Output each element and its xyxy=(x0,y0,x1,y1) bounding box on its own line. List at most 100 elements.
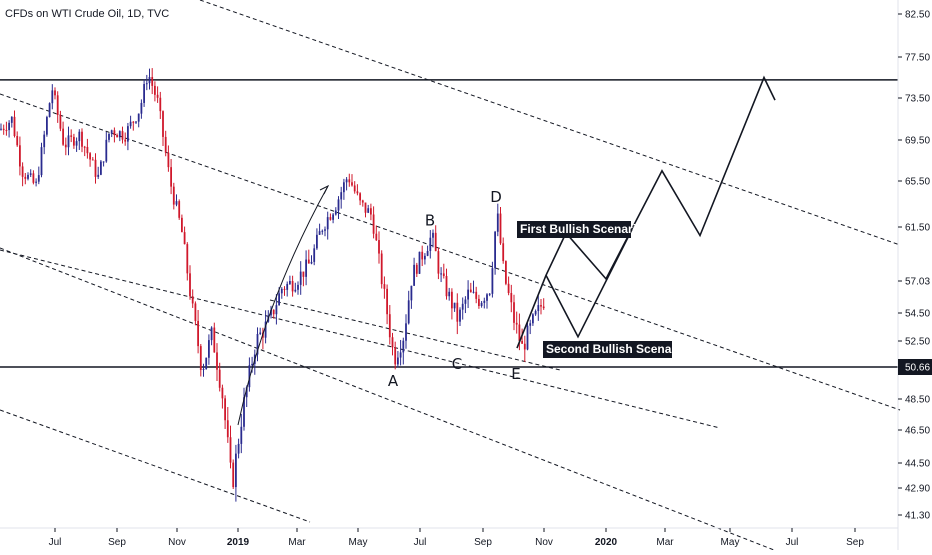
candle xyxy=(110,129,113,138)
candle xyxy=(248,357,251,392)
candle xyxy=(170,159,172,195)
wave-label-c: C xyxy=(452,355,462,373)
impulse-arrow-head xyxy=(319,184,330,195)
candle xyxy=(21,162,24,187)
candle xyxy=(89,152,91,167)
x-tick-label: 2019 xyxy=(227,537,250,548)
candle xyxy=(113,127,116,143)
candle xyxy=(10,116,13,128)
wave-labels: A B C D E xyxy=(388,188,521,390)
channel-line-bottom[interactable] xyxy=(0,247,775,551)
candle xyxy=(424,253,426,265)
candle xyxy=(480,300,483,308)
candle xyxy=(108,133,110,143)
candle xyxy=(469,282,472,293)
candle xyxy=(421,245,424,267)
time-scale[interactable]: Jul Sep Nov 2019 Mar May Jul Sep Nov 2020 Mar May Ju… xyxy=(49,528,865,548)
candle xyxy=(216,343,218,382)
candle xyxy=(46,115,48,137)
candle xyxy=(29,169,32,178)
candle xyxy=(186,242,189,281)
candle xyxy=(391,332,394,356)
candle xyxy=(378,231,380,264)
candle xyxy=(318,223,321,235)
candle xyxy=(24,172,27,185)
scenario-paths[interactable] xyxy=(516,75,776,349)
trend-channel-lines[interactable] xyxy=(0,0,901,551)
candle xyxy=(178,199,181,220)
candle xyxy=(194,301,197,326)
price-level-badge xyxy=(898,359,932,375)
candle xyxy=(256,327,259,362)
candle xyxy=(305,250,307,286)
candle xyxy=(159,91,162,119)
candle xyxy=(494,230,496,275)
x-tick-label: Sep xyxy=(846,537,864,548)
candle xyxy=(380,250,383,289)
channel-line-upper-main[interactable] xyxy=(0,93,901,411)
candle xyxy=(361,199,364,207)
candle xyxy=(478,294,480,309)
channel-line-middle[interactable] xyxy=(0,249,721,429)
candle xyxy=(491,261,494,298)
candle xyxy=(81,128,83,153)
candle xyxy=(397,350,399,368)
impulse-arrow[interactable] xyxy=(237,185,329,426)
scenario-path[interactable] xyxy=(545,229,633,339)
y-tick-label: 61.50 xyxy=(905,223,930,234)
candle xyxy=(464,296,467,314)
candle xyxy=(402,337,405,365)
candle xyxy=(229,425,232,469)
candle xyxy=(259,327,262,336)
candle xyxy=(132,121,135,131)
candle xyxy=(32,170,35,185)
candle xyxy=(202,363,205,377)
candle xyxy=(453,302,456,312)
candle xyxy=(183,226,186,245)
candle xyxy=(375,225,378,242)
candle xyxy=(2,124,5,135)
price-scale[interactable]: 82.50 77.50 73.50 69.50 65.50 61.50 57.03 54.50… xyxy=(898,10,932,522)
candle xyxy=(324,226,326,237)
candle xyxy=(413,257,415,286)
candle xyxy=(483,297,486,309)
candle xyxy=(154,81,156,102)
candle xyxy=(351,174,353,187)
x-tick-label: May xyxy=(721,537,740,548)
candle xyxy=(286,281,289,297)
y-tick-label: 41.30 xyxy=(905,511,930,522)
y-tick-label: 82.50 xyxy=(905,10,930,21)
channel-line-top[interactable] xyxy=(199,0,901,246)
x-tick-label: Nov xyxy=(535,537,553,548)
candle xyxy=(367,204,370,214)
candle xyxy=(100,159,102,176)
candle xyxy=(73,133,75,149)
candle xyxy=(372,206,375,239)
candle xyxy=(237,438,240,459)
candle xyxy=(496,203,499,237)
scenario-path[interactable] xyxy=(516,75,776,349)
candle xyxy=(54,87,56,100)
y-tick-label: 77.50 xyxy=(905,53,930,64)
candle xyxy=(440,267,442,283)
first-scenario-label: First Bullish Scenario xyxy=(520,222,643,236)
x-tick-label: 2020 xyxy=(595,537,618,548)
candle xyxy=(461,297,464,320)
candle xyxy=(410,285,413,309)
candle xyxy=(162,110,164,146)
x-tick-label: Sep xyxy=(108,537,126,548)
candle xyxy=(156,86,159,103)
candle xyxy=(467,280,469,309)
candle xyxy=(205,357,208,370)
channel-line-inner[interactable] xyxy=(269,299,561,371)
candle xyxy=(364,202,367,218)
x-tick-label: Jul xyxy=(786,537,799,548)
candle xyxy=(510,284,513,313)
candle xyxy=(121,126,124,144)
wave-label-d: D xyxy=(490,188,502,206)
candle xyxy=(326,211,329,240)
candle xyxy=(224,395,226,430)
channel-line-lower[interactable] xyxy=(0,409,311,523)
